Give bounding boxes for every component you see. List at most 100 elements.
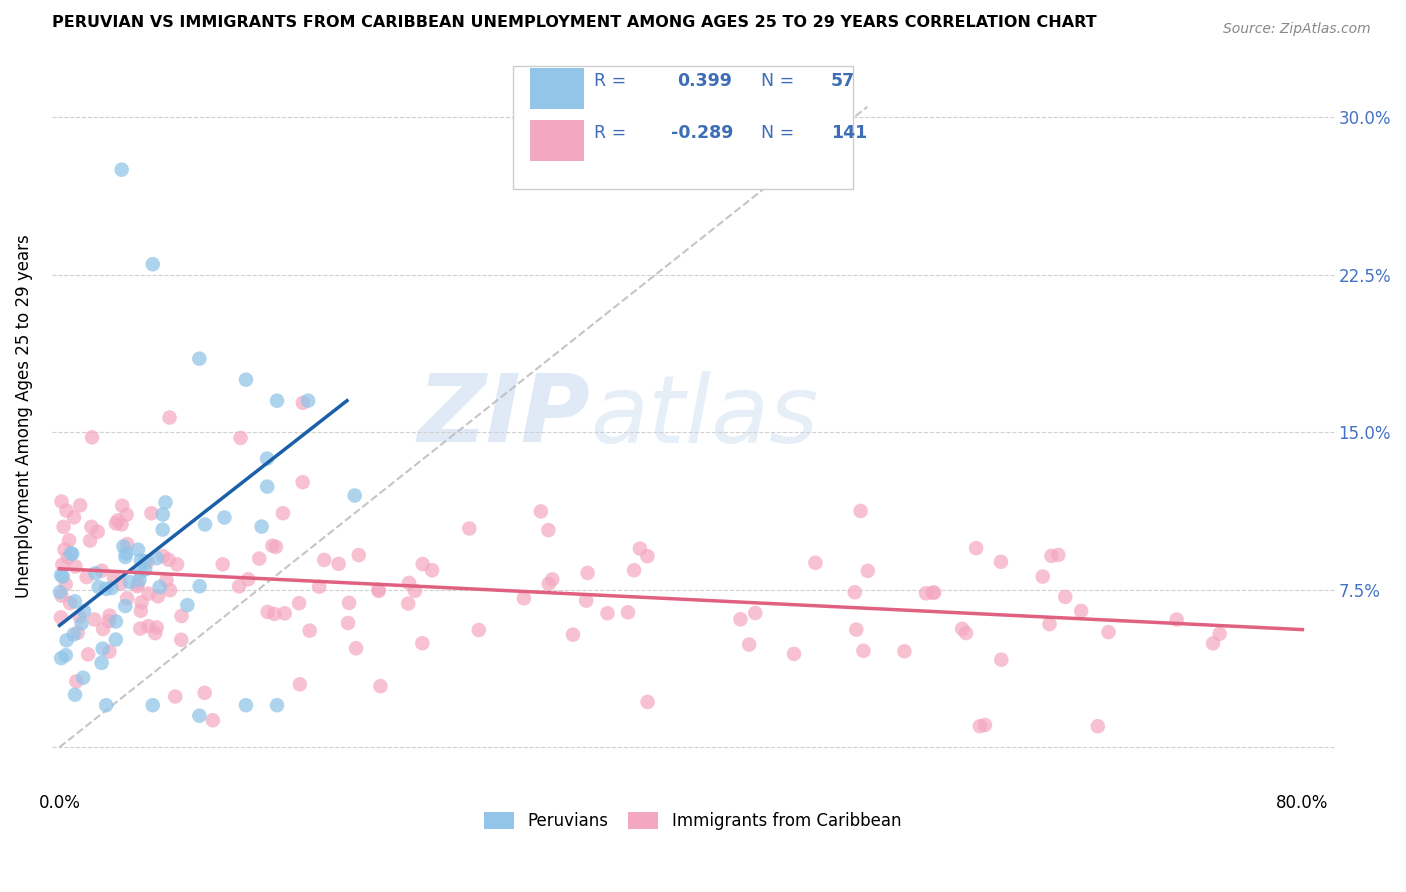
Point — [52, 569, 75, 583]
Legend: Peruvians, Immigrants from Caribbean: Peruvians, Immigrants from Caribbean — [478, 805, 908, 837]
Point — [104, 516, 127, 531]
Point — [55, 503, 77, 517]
Point — [69, 610, 91, 624]
Point — [367, 582, 389, 597]
Point — [100, 581, 122, 595]
Point — [146, 590, 169, 604]
Point — [129, 622, 152, 636]
Point — [347, 548, 370, 562]
Point — [56, 550, 79, 565]
Point — [636, 549, 658, 563]
Point — [344, 641, 367, 656]
Point — [63, 688, 86, 702]
Point — [115, 547, 138, 561]
Point — [256, 451, 278, 466]
Point — [617, 605, 640, 619]
Point — [110, 517, 132, 532]
Text: ZIP: ZIP — [418, 370, 591, 462]
Point — [51, 651, 73, 665]
Point — [950, 622, 973, 636]
Point — [541, 573, 564, 587]
Point — [1047, 548, 1070, 562]
Point — [965, 541, 987, 556]
Point — [145, 551, 167, 566]
Point — [291, 475, 314, 490]
Point — [90, 564, 112, 578]
Point — [370, 679, 392, 693]
Point — [59, 596, 82, 610]
Point — [83, 612, 105, 626]
Point — [969, 719, 991, 733]
Point — [468, 623, 491, 637]
Point — [86, 524, 108, 539]
Point — [115, 508, 138, 522]
Text: 141: 141 — [831, 124, 868, 142]
Point — [1202, 636, 1225, 650]
Point — [623, 563, 645, 577]
Point — [974, 718, 997, 732]
Point — [404, 583, 426, 598]
Text: R =: R = — [593, 72, 626, 90]
Point — [458, 521, 481, 535]
Point — [53, 542, 76, 557]
Point — [63, 510, 86, 524]
Point — [188, 708, 211, 723]
Point — [893, 644, 915, 658]
Point — [537, 523, 560, 537]
Point — [412, 557, 434, 571]
Point — [274, 607, 297, 621]
Point — [288, 677, 311, 691]
Point — [849, 504, 872, 518]
Point — [188, 351, 211, 366]
Point — [783, 647, 806, 661]
Point — [411, 636, 433, 650]
Point — [396, 597, 419, 611]
Text: 0.399: 0.399 — [678, 72, 733, 90]
Point — [72, 671, 94, 685]
Point — [1038, 617, 1060, 632]
Point — [58, 533, 80, 548]
Point — [155, 573, 177, 587]
Point — [149, 580, 172, 594]
Point — [63, 594, 86, 608]
Point — [1166, 613, 1188, 627]
Point — [576, 566, 599, 580]
Point — [194, 517, 217, 532]
Point — [111, 162, 134, 177]
Text: PERUVIAN VS IMMIGRANTS FROM CARIBBEAN UNEMPLOYMENT AMONG AGES 25 TO 29 YEARS COR: PERUVIAN VS IMMIGRANTS FROM CARIBBEAN UN… — [52, 15, 1097, 30]
Point — [76, 570, 98, 584]
Point — [266, 393, 288, 408]
Point — [990, 555, 1012, 569]
Point — [80, 520, 103, 534]
Point — [104, 632, 127, 647]
Point — [214, 510, 236, 524]
Point — [87, 580, 110, 594]
Text: R =: R = — [593, 124, 626, 142]
Point — [852, 644, 875, 658]
Point — [143, 626, 166, 640]
Point — [575, 593, 598, 607]
Point — [166, 558, 188, 572]
Point — [738, 638, 761, 652]
Point — [134, 554, 156, 568]
Point — [49, 568, 72, 582]
Point — [420, 563, 443, 577]
Point — [298, 624, 321, 638]
Point — [104, 615, 127, 629]
Point — [337, 596, 360, 610]
Point — [114, 549, 136, 564]
Point — [129, 604, 152, 618]
Point — [84, 566, 107, 581]
Point — [804, 556, 827, 570]
Point — [142, 698, 165, 713]
Point — [157, 552, 180, 566]
Point — [111, 499, 134, 513]
Point — [152, 523, 174, 537]
Point — [256, 480, 278, 494]
Point — [263, 607, 285, 621]
Text: N =: N = — [761, 72, 794, 90]
Point — [844, 585, 866, 599]
Point — [155, 495, 177, 509]
Point — [291, 396, 314, 410]
Text: atlas: atlas — [591, 371, 818, 462]
